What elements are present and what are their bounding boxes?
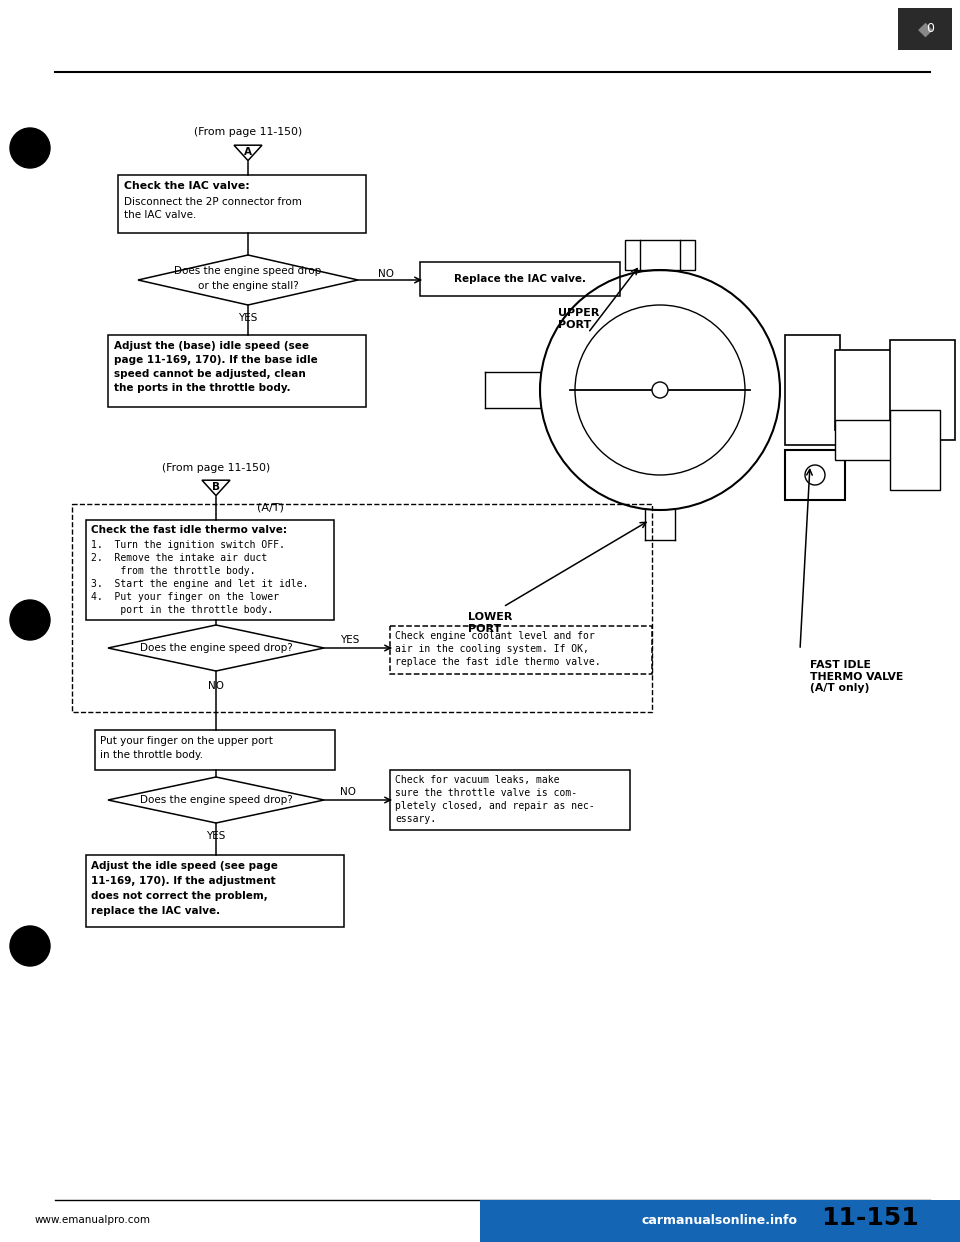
Circle shape (10, 927, 50, 966)
FancyBboxPatch shape (118, 175, 366, 233)
Polygon shape (108, 625, 324, 671)
Text: replace the IAC valve.: replace the IAC valve. (91, 905, 220, 917)
Text: sure the throttle valve is com-: sure the throttle valve is com- (395, 787, 577, 799)
FancyBboxPatch shape (890, 410, 940, 491)
Circle shape (652, 383, 668, 397)
Text: the IAC valve.: the IAC valve. (124, 210, 197, 220)
Text: YES: YES (238, 313, 257, 323)
Text: NO: NO (340, 787, 356, 797)
Text: the ports in the throttle body.: the ports in the throttle body. (114, 383, 291, 392)
FancyBboxPatch shape (480, 1200, 960, 1242)
Text: replace the fast idle thermo valve.: replace the fast idle thermo valve. (395, 657, 601, 667)
Text: A: A (244, 148, 252, 158)
FancyBboxPatch shape (625, 240, 695, 270)
Text: Does the engine speed drop: Does the engine speed drop (175, 266, 322, 276)
FancyBboxPatch shape (86, 854, 344, 927)
Text: Adjust the idle speed (see page: Adjust the idle speed (see page (91, 861, 277, 871)
Polygon shape (202, 481, 230, 496)
Text: UPPER
PORT: UPPER PORT (558, 308, 599, 329)
FancyBboxPatch shape (785, 335, 840, 445)
Text: Disconnect the 2P connector from: Disconnect the 2P connector from (124, 197, 301, 207)
Text: FAST IDLE
THERMO VALVE
(A/T only): FAST IDLE THERMO VALVE (A/T only) (810, 660, 903, 693)
FancyBboxPatch shape (835, 350, 900, 430)
Text: page 11-169, 170). If the base idle: page 11-169, 170). If the base idle (114, 355, 318, 365)
Text: B: B (212, 482, 220, 492)
FancyBboxPatch shape (390, 770, 630, 830)
Text: 3.  Start the engine and let it idle.: 3. Start the engine and let it idle. (91, 579, 308, 589)
FancyBboxPatch shape (835, 420, 900, 460)
FancyBboxPatch shape (95, 730, 335, 770)
Text: essary.: essary. (395, 814, 436, 823)
Text: 0: 0 (926, 22, 934, 36)
FancyBboxPatch shape (420, 262, 620, 296)
Text: Does the engine speed drop?: Does the engine speed drop? (139, 643, 293, 653)
Text: (From page 11-150): (From page 11-150) (194, 127, 302, 137)
Text: speed cannot be adjusted, clean: speed cannot be adjusted, clean (114, 369, 305, 379)
Text: LOWER
PORT: LOWER PORT (468, 612, 513, 633)
Text: NO: NO (208, 681, 224, 691)
Text: (A/T): (A/T) (256, 503, 283, 513)
Text: port in the throttle body.: port in the throttle body. (91, 605, 274, 615)
Text: NO: NO (378, 270, 394, 279)
Polygon shape (138, 255, 358, 306)
FancyBboxPatch shape (72, 504, 652, 712)
Text: does not correct the problem,: does not correct the problem, (91, 891, 268, 900)
Polygon shape (234, 145, 262, 160)
Text: Replace the IAC valve.: Replace the IAC valve. (454, 274, 586, 284)
Polygon shape (108, 777, 324, 823)
Text: 1.  Turn the ignition switch OFF.: 1. Turn the ignition switch OFF. (91, 540, 285, 550)
Circle shape (10, 600, 50, 640)
Text: YES: YES (206, 831, 226, 841)
Text: pletely closed, and repair as nec-: pletely closed, and repair as nec- (395, 801, 595, 811)
Text: carmanualsonline.info: carmanualsonline.info (642, 1215, 798, 1227)
Text: Check engine coolant level and for: Check engine coolant level and for (395, 631, 595, 641)
Text: 11-169, 170). If the adjustment: 11-169, 170). If the adjustment (91, 876, 276, 886)
Text: ◆: ◆ (918, 20, 932, 39)
Text: 2.  Remove the intake air duct: 2. Remove the intake air duct (91, 553, 267, 563)
FancyBboxPatch shape (390, 626, 652, 674)
FancyBboxPatch shape (898, 7, 952, 50)
Text: air in the cooling system. If OK,: air in the cooling system. If OK, (395, 645, 588, 655)
Text: Adjust the (base) idle speed (see: Adjust the (base) idle speed (see (114, 342, 309, 351)
Text: or the engine stall?: or the engine stall? (198, 281, 299, 291)
Text: Put your finger on the upper port: Put your finger on the upper port (100, 737, 273, 746)
Text: 4.  Put your finger on the lower: 4. Put your finger on the lower (91, 592, 279, 602)
Text: in the throttle body.: in the throttle body. (100, 750, 203, 760)
Text: Check for vacuum leaks, make: Check for vacuum leaks, make (395, 775, 560, 785)
Text: (From page 11-150): (From page 11-150) (162, 463, 270, 473)
Text: Check the IAC valve:: Check the IAC valve: (124, 181, 250, 191)
FancyBboxPatch shape (108, 335, 366, 407)
Text: Does the engine speed drop?: Does the engine speed drop? (139, 795, 293, 805)
Circle shape (10, 128, 50, 168)
Text: YES: YES (340, 635, 359, 645)
Text: Check the fast idle thermo valve:: Check the fast idle thermo valve: (91, 525, 287, 535)
Text: www.emanualpro.com: www.emanualpro.com (35, 1215, 151, 1225)
Text: 11-151: 11-151 (821, 1206, 919, 1230)
FancyBboxPatch shape (785, 450, 845, 501)
FancyBboxPatch shape (86, 520, 334, 620)
FancyBboxPatch shape (890, 340, 955, 440)
Text: from the throttle body.: from the throttle body. (91, 566, 255, 576)
